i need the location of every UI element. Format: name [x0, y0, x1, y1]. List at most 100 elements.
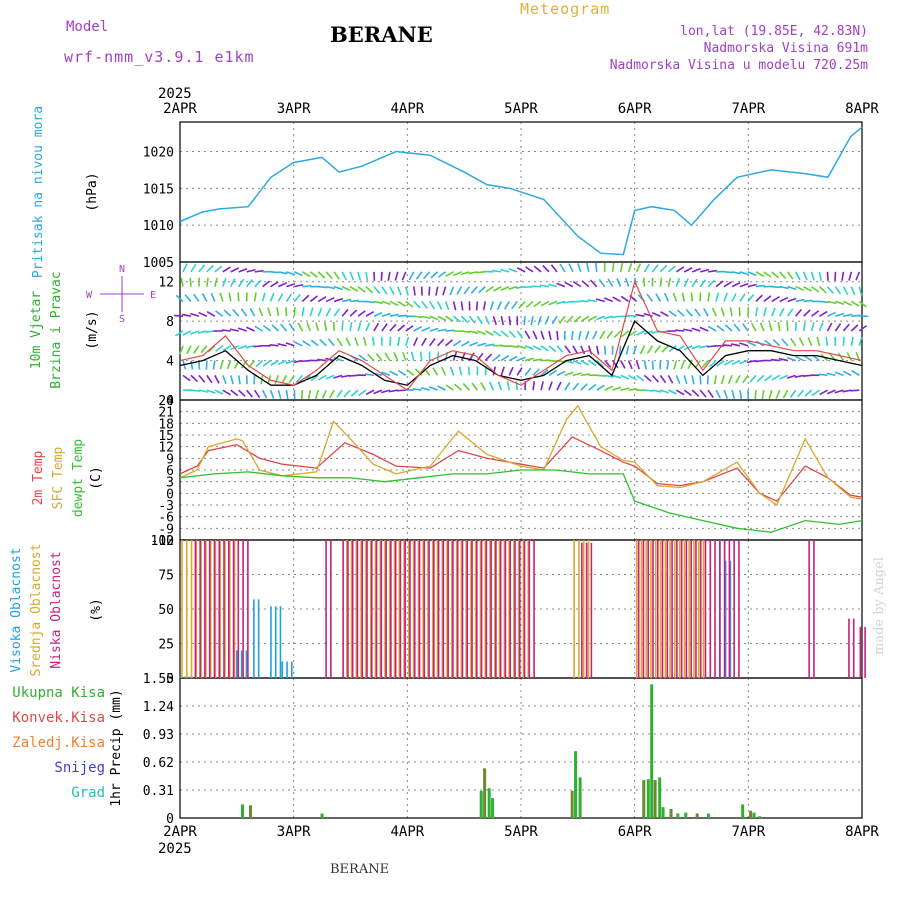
wind-barb [643, 312, 653, 317]
wind-barb [747, 341, 757, 347]
wind-barb [317, 374, 327, 381]
wind-barb [540, 330, 545, 340]
wind-barb [269, 292, 275, 302]
wind-barb [237, 292, 240, 302]
wind-barb [564, 382, 571, 391]
wind-barb [858, 300, 867, 308]
wind-barb [180, 277, 184, 287]
wind-barb [253, 344, 263, 348]
wind-ylabel-2: Brzina i Pravac [49, 271, 64, 388]
wind-barb [193, 345, 200, 354]
wind-barb [720, 375, 725, 385]
product-title: Meteogram [520, 0, 611, 18]
wind-barb [850, 389, 860, 392]
wind-barb [285, 342, 295, 347]
y-tick-label: 1020 [143, 145, 174, 160]
wind-barb [578, 330, 582, 340]
wind-barb [381, 323, 388, 332]
wind-barb [666, 360, 670, 370]
wind-barb [524, 367, 532, 376]
wind-barb [572, 372, 582, 377]
wind-barb [654, 345, 662, 354]
wind-barb [428, 300, 436, 310]
wind-barb [664, 292, 670, 302]
wind-barb [701, 360, 709, 368]
wind-barb [802, 374, 812, 377]
wind-barb [186, 345, 192, 355]
wind-barb [397, 336, 401, 346]
wind-barb [333, 271, 340, 280]
wind-barb [715, 389, 722, 399]
wind-barb [463, 286, 471, 295]
cloud-low-ylabel: Niska Oblacnost [49, 551, 64, 668]
wind-barb [493, 285, 502, 292]
wind-barb [319, 338, 327, 347]
y-tick-label: 0 [166, 672, 174, 687]
wind-barb [406, 368, 415, 376]
wind-barb [803, 285, 812, 292]
y-tick-label: 75 [158, 569, 174, 584]
wind-barb [238, 268, 248, 273]
wind-barb [803, 299, 813, 303]
wind-barb [636, 330, 645, 336]
wind-barb [413, 315, 423, 319]
wind-barb [532, 381, 536, 391]
wind-barb [781, 338, 789, 347]
wind-barb [254, 325, 263, 332]
wind-barb [375, 353, 383, 362]
wind-barb [770, 358, 780, 362]
wind-barb [827, 300, 837, 305]
wind-barb [835, 300, 845, 306]
wind-barb [675, 375, 681, 384]
wind-barb [625, 277, 630, 287]
wind-barb [405, 325, 414, 332]
wind-barb [210, 292, 216, 302]
wind-barb [731, 389, 736, 400]
wind-barb [818, 322, 824, 332]
wind-barb [357, 271, 362, 281]
wind-barb [516, 285, 526, 290]
wind-barb [787, 297, 797, 303]
y-tick-label: 0 [166, 394, 174, 409]
wind-barb [381, 286, 388, 295]
wind-barb [306, 322, 312, 332]
y-tick-label: 1015 [143, 182, 174, 197]
wind-barb [419, 351, 423, 361]
wind-barb [842, 286, 849, 295]
wind-barb [834, 323, 842, 332]
wind-barb [460, 301, 464, 311]
wind-barb [429, 338, 436, 347]
wind-barb [747, 283, 757, 288]
wind-barb [445, 271, 454, 278]
wind-barb [365, 286, 374, 294]
wind-barb [646, 293, 654, 302]
footer-station: BERANE [330, 862, 390, 877]
wind-barb [397, 286, 402, 296]
wind-barb [179, 345, 184, 355]
x-tick-label-top: 5APR [504, 101, 538, 117]
wind-barb [413, 300, 421, 309]
wind-barb [612, 296, 621, 303]
wind-barb [206, 264, 214, 273]
wind-barb [635, 360, 640, 370]
wind-barb [524, 330, 531, 340]
wind-barb [212, 360, 216, 370]
wind-barb [478, 286, 486, 294]
wind-barb [336, 389, 343, 398]
wind-barb [779, 374, 789, 380]
wind-ylabel: 10m Vjetar [29, 291, 44, 369]
precip-bar [695, 813, 699, 818]
wind-barb [206, 389, 216, 394]
sfctemp-ylabel: SFC Temp [51, 447, 66, 510]
wind-barb [421, 326, 431, 332]
wind-barb [389, 286, 395, 296]
wind-barb [811, 389, 821, 397]
wind-barb [469, 330, 479, 335]
wind-barb [190, 312, 200, 317]
wind-barb [325, 374, 335, 380]
precip-legend-4: Grad [71, 785, 105, 801]
wind-barb [834, 286, 842, 295]
wind-barb [492, 330, 502, 337]
wind-barb [389, 336, 392, 346]
wind-barb [508, 330, 517, 339]
